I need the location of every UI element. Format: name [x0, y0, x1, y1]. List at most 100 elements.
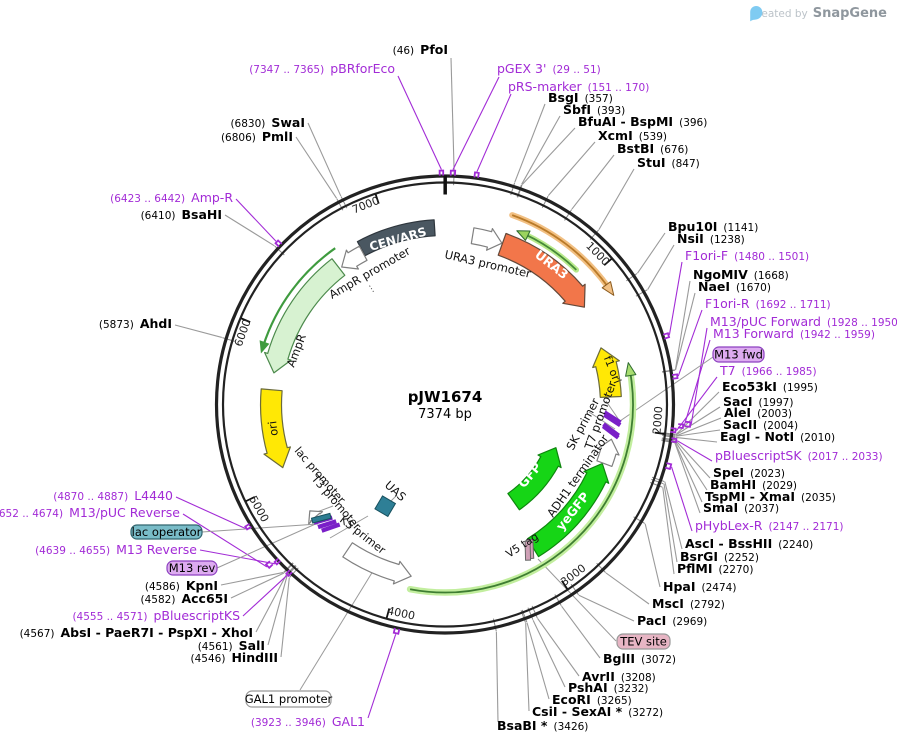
m13-reverse-bracket [273, 557, 282, 566]
prs-marker-pointer-line [476, 93, 512, 172]
ori-label: ori [265, 420, 281, 437]
sacii-pointer-line [675, 429, 721, 437]
ngomiv-pointer-line [674, 280, 691, 370]
t7-bracket [670, 427, 677, 434]
pgex-3-pointer-line [452, 76, 500, 170]
snapgene-logo-icon [750, 6, 763, 22]
hpai-pointer-line [644, 523, 661, 588]
phyblex-r-bracket [664, 462, 673, 471]
stui-label: StuI (847) [637, 155, 700, 170]
v5-yegfp-orf-arrow [409, 371, 634, 594]
pflmi-label: PflMI (2270) [677, 561, 753, 576]
l4440-pointer-line [175, 496, 246, 530]
m13-t7-primer-bar-2 [603, 412, 622, 428]
scale-tick-2000 [654, 431, 665, 435]
kpni-label: (4586) KpnI [145, 578, 218, 593]
gal1-pointer-line [367, 634, 397, 719]
bsahi-label: (6410) BsaHI [141, 207, 222, 222]
scale-tick-7000 [374, 193, 380, 204]
ura3-promoter-arrow [470, 227, 503, 251]
sbfi-pointer-line [521, 115, 561, 185]
m13-puc-reverse-pointer-line [182, 513, 268, 568]
f1ori-f-label: F1ori-F (1480 .. 1501) [685, 248, 809, 263]
bglii-label: BglII (3072) [603, 651, 676, 666]
nsii-pointer-line [647, 244, 675, 290]
ahdi-label: (5873) AhdI [99, 316, 172, 331]
ampr-gene [264, 258, 346, 374]
pbluescriptks-pointer-line [242, 575, 288, 617]
ks-primer-bar-group [317, 519, 337, 530]
bsabi-label: BsaBI * (3426) [497, 718, 588, 733]
m13-forward-pointer-line [683, 339, 711, 427]
adh1-terminator-arrow [596, 438, 620, 467]
bpu10i-label: Bpu10I (1141) [668, 219, 758, 234]
ori-feature [259, 388, 291, 469]
gfp-gene [507, 447, 562, 511]
bstbi-pointer-line [571, 154, 615, 210]
asci-bsshii-label: AscI - BssHII (2240) [685, 536, 813, 551]
pbluescriptks-bracket [285, 569, 293, 578]
sali-label: (4561) SalI [198, 638, 265, 653]
pbluescriptks-label: (4555 .. 4571) pBluescriptKS [72, 608, 240, 623]
m13-puc-reverse-bracket [264, 560, 274, 570]
pflmi-pointer-line [662, 487, 675, 575]
bsrgi-label: BsrGI (2252) [680, 549, 759, 564]
asci-bsshii-pointer-line [664, 481, 683, 550]
sali-pointer-line [267, 575, 288, 646]
tev-site-chip [616, 633, 671, 650]
sacii-label: SacII (2004) [723, 417, 798, 432]
amp-r-bracket [274, 239, 283, 248]
ampr-start-dots: ⋮ [365, 283, 378, 296]
v5-tag-bar-2-group [524, 540, 532, 561]
watermark-brand: SnapGene [812, 6, 887, 21]
ampr-orf-arrow [262, 247, 336, 346]
naei-label: NaeI (1670) [698, 279, 771, 294]
m13-fwd-chip-text: M13 fwd [714, 348, 763, 362]
m13-puc-forward-label: M13/pUC Forward (1928 .. 1950) [710, 314, 897, 329]
ecori-label: EcoRI (3265) [552, 692, 632, 707]
paci-label: PacI (2969) [637, 613, 707, 628]
scale-tick-1000 [603, 257, 613, 266]
sk-primer-label-line [588, 411, 616, 430]
paci-pointer-line [578, 594, 635, 622]
xcmi-label: XcmI (539) [598, 128, 667, 143]
prs-marker-label: pRS-marker (151 .. 170) [508, 79, 649, 94]
ampr-promoter-arrow [341, 245, 368, 270]
lac-operator-bar-group [310, 512, 332, 524]
bsahi-pointer-line [224, 214, 275, 247]
scale-tick-4000 [385, 608, 391, 619]
pbrforeco-bracket [438, 169, 445, 176]
watermark-created-by: Created by [749, 7, 808, 20]
ecori-pointer-line [526, 622, 550, 700]
f1ori-r-bracket [671, 373, 679, 380]
ngomiv-label: NgoMIV (1668) [693, 267, 789, 282]
bsabi-pointer-line [495, 631, 499, 723]
scale-tick-3000 [561, 580, 569, 590]
scale-label-4000: 4000 [386, 604, 416, 622]
pbluescriptks-primer-bar-group [321, 522, 341, 533]
bamhi-pointer-line [674, 440, 708, 491]
bsgi-label: BsgI (357) [548, 90, 613, 105]
scale-label-7000: 7000 [350, 194, 381, 216]
hpai-label: HpaI (2474) [663, 579, 736, 594]
yegfp-gene [526, 462, 610, 558]
csii-sexai-label: CsiI - SexAI * (3272) [532, 704, 663, 719]
swai-label: (6830) SwaI [230, 115, 305, 130]
t7-label: T7 (1966 .. 1985) [719, 363, 817, 378]
pbluescriptsk-pointer-line [676, 440, 713, 462]
f1ori-r-pointer-line [677, 309, 703, 377]
v5-tag-bar-2 [524, 540, 532, 561]
tspmi-xmai-pointer-line [674, 442, 703, 503]
smai-pointer-line [674, 442, 701, 514]
spei-pointer-line [674, 439, 711, 479]
bfuai-bspmi-pointer-line [521, 127, 576, 186]
lac-operator-chip [130, 524, 203, 540]
sk-primer-bar-2-group [601, 424, 620, 440]
pbluescriptsk-bracket [670, 437, 678, 444]
lac-operator-chip-text: lac operator [132, 525, 202, 539]
lac-operator-bar [310, 512, 332, 524]
uas-feature-box-group [374, 495, 397, 518]
uas-feature-box [374, 495, 397, 518]
bstbi-label: BstBI (676) [617, 141, 688, 156]
gal1-promoter-chip-text: GAL1 promoter [245, 692, 333, 706]
